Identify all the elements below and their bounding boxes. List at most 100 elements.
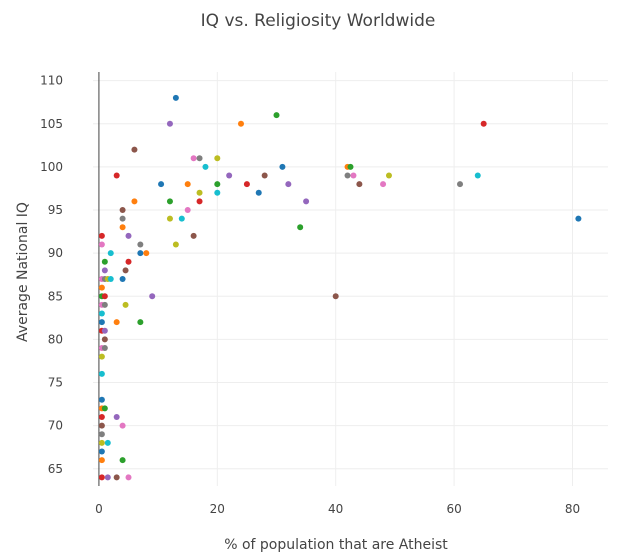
data-point <box>125 474 132 481</box>
data-point <box>98 232 105 239</box>
data-point <box>344 172 351 179</box>
data-point <box>172 94 179 101</box>
data-point <box>190 232 197 239</box>
data-point <box>98 448 105 455</box>
data-point <box>125 258 132 265</box>
x-axis-ticks: 0 20 40 60 80 <box>95 502 580 516</box>
data-point <box>226 172 233 179</box>
data-point <box>214 181 221 188</box>
data-point <box>196 155 203 162</box>
data-point <box>98 439 105 446</box>
data-point <box>119 422 126 429</box>
x-axis-label: % of population that are Atheist <box>224 537 448 553</box>
data-point <box>166 120 173 127</box>
y-axis-label: Average National IQ <box>15 202 31 342</box>
y-tick-label: 75 <box>48 376 63 390</box>
data-point <box>196 198 203 205</box>
y-tick-label: 85 <box>48 289 63 303</box>
data-point <box>101 301 108 308</box>
data-point <box>98 319 105 326</box>
data-point <box>104 474 111 481</box>
x-tick-label: 80 <box>565 502 580 516</box>
data-point <box>214 155 221 162</box>
data-point <box>575 215 582 222</box>
data-point <box>122 267 129 274</box>
data-point <box>166 215 173 222</box>
data-point <box>178 215 185 222</box>
data-point <box>113 319 120 326</box>
data-point <box>214 189 221 196</box>
data-point <box>385 172 392 179</box>
x-tick-label: 40 <box>328 502 343 516</box>
data-point <box>131 146 138 153</box>
data-point <box>98 370 105 377</box>
x-tick-label: 0 <box>95 502 103 516</box>
data-point <box>131 198 138 205</box>
data-point <box>137 250 144 257</box>
data-point <box>261 172 268 179</box>
data-point <box>113 474 120 481</box>
data-point <box>273 112 280 119</box>
data-point <box>347 163 354 170</box>
data-point <box>158 181 165 188</box>
data-point <box>119 276 126 282</box>
data-point <box>107 250 114 257</box>
data-point <box>107 276 114 282</box>
data-point <box>98 353 105 360</box>
data-point <box>184 207 191 213</box>
data-point <box>119 224 126 231</box>
data-point <box>190 155 197 162</box>
data-point <box>202 163 209 170</box>
data-point <box>457 181 464 188</box>
data-point <box>119 207 126 213</box>
data-point <box>101 327 108 334</box>
data-point <box>380 181 387 188</box>
y-tick-label: 70 <box>48 419 63 433</box>
data-point <box>98 431 105 438</box>
data-point <box>480 120 487 127</box>
chart-title: IQ vs. Religiosity Worldwide <box>201 11 436 31</box>
data-point <box>166 198 173 205</box>
grid-lines <box>93 72 608 486</box>
data-point <box>119 457 126 464</box>
data-point <box>332 293 339 300</box>
data-point <box>196 189 203 196</box>
y-tick-label: 65 <box>48 462 63 476</box>
data-points <box>98 94 582 481</box>
data-point <box>285 181 292 188</box>
y-tick-label: 110 <box>40 74 63 88</box>
y-tick-label: 90 <box>48 246 63 260</box>
x-tick-label: 20 <box>210 502 225 516</box>
data-point <box>279 163 286 170</box>
data-point <box>101 258 108 265</box>
data-point <box>98 474 105 481</box>
data-point <box>98 396 105 403</box>
data-point <box>350 172 357 179</box>
data-point <box>172 241 179 248</box>
data-point <box>143 250 150 257</box>
y-tick-label: 95 <box>48 203 63 217</box>
data-point <box>137 319 144 326</box>
x-tick-label: 60 <box>446 502 461 516</box>
data-point <box>101 345 108 351</box>
data-point <box>98 414 105 420</box>
data-point <box>303 198 310 205</box>
data-point <box>255 189 262 196</box>
data-point <box>356 181 363 188</box>
y-tick-label: 100 <box>40 160 63 174</box>
data-point <box>101 293 108 300</box>
data-point <box>122 301 129 308</box>
data-point <box>237 120 244 127</box>
data-point <box>113 172 120 179</box>
data-point <box>149 293 156 300</box>
data-point <box>474 172 481 179</box>
data-point <box>297 224 304 231</box>
data-point <box>101 267 108 274</box>
y-tick-label: 80 <box>48 332 63 346</box>
data-point <box>98 284 105 291</box>
data-point <box>119 215 126 222</box>
data-point <box>125 232 132 239</box>
data-point <box>101 336 108 343</box>
data-point <box>98 241 105 248</box>
